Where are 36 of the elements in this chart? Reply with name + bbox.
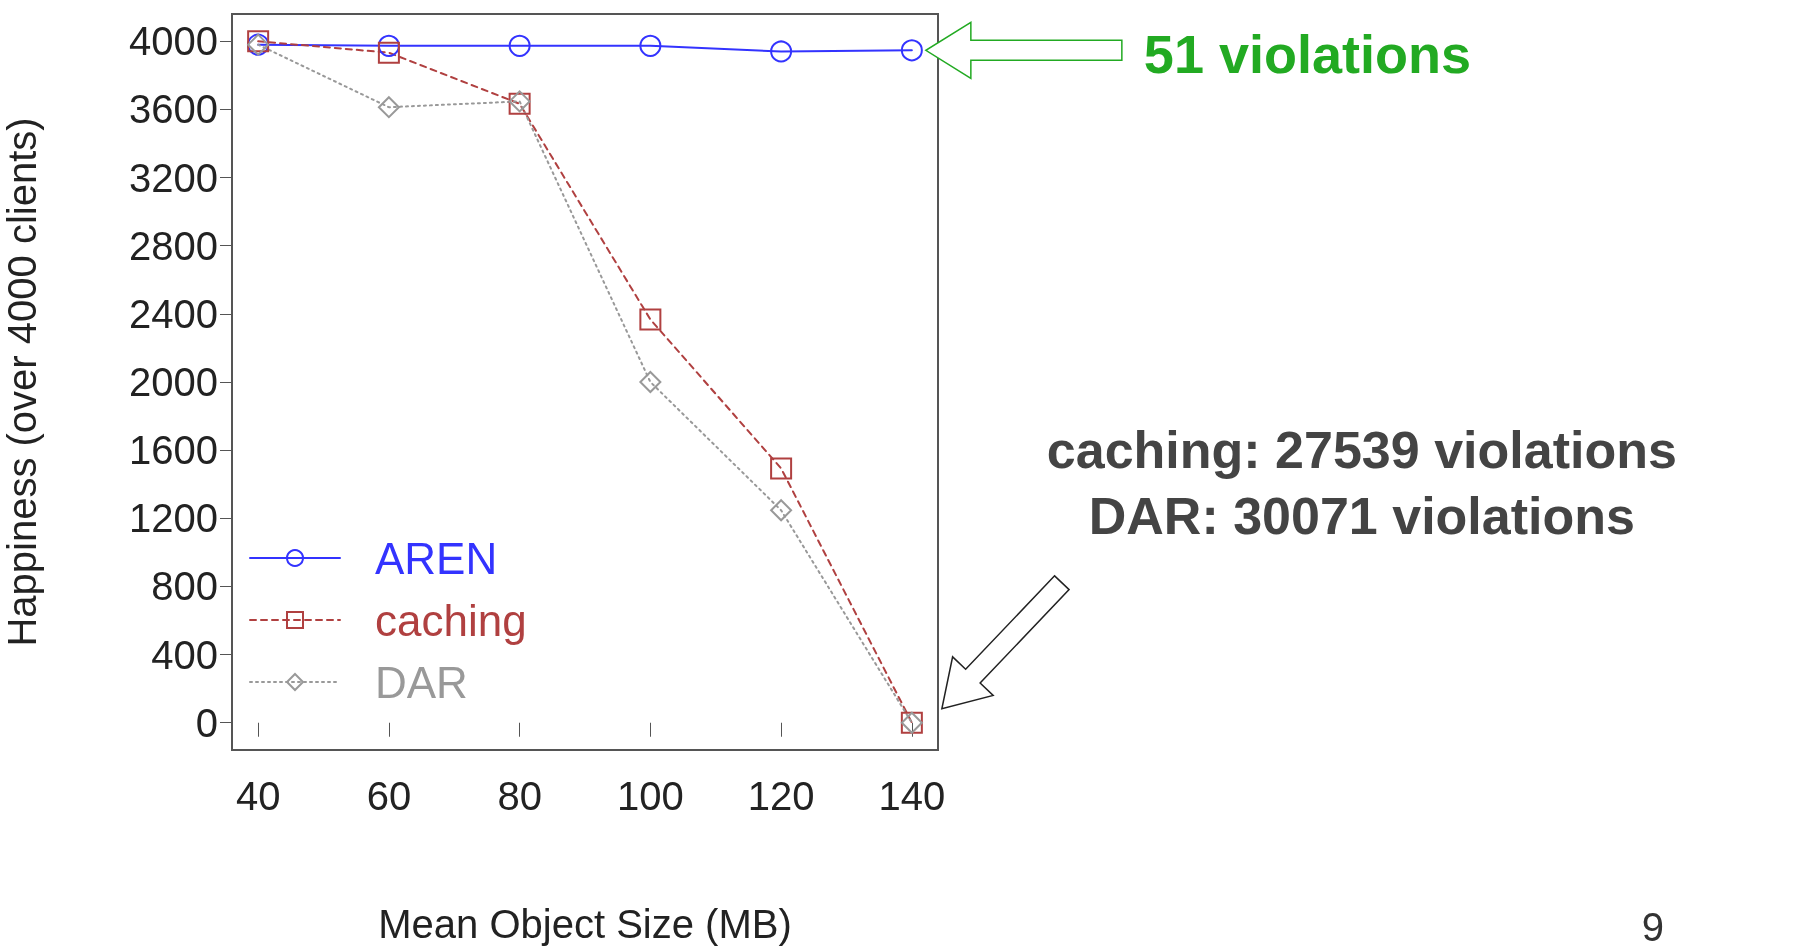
y-tick-label: 4000 — [129, 19, 218, 64]
point — [770, 499, 793, 522]
y-tick-label: 0 — [195, 700, 218, 745]
text: 9 — [1641, 905, 1664, 949]
legend-label: caching — [375, 595, 527, 645]
x-tick-label: 120 — [747, 774, 815, 818]
x-tick-label: 60 — [366, 774, 412, 818]
point — [900, 39, 923, 62]
y-tick-label: 2000 — [129, 360, 218, 404]
y-tick-label: 3600 — [129, 87, 218, 132]
x-tick-label: 40 — [235, 774, 281, 818]
legend-label: AREN — [375, 533, 498, 583]
legend-label: DAR — [375, 657, 468, 707]
y-tick-label: 1200 — [129, 496, 218, 541]
point — [770, 457, 793, 480]
point — [377, 96, 400, 119]
point — [508, 34, 531, 57]
text: 51 violations — [1143, 24, 1471, 85]
x-tick-label: 100 — [617, 774, 684, 818]
text: caching: 27539 violations DAR: 30071 violations — [1046, 420, 1677, 545]
point — [377, 41, 400, 64]
point — [639, 308, 662, 331]
x-axis-title: Mean Object Size (MB) — [378, 902, 792, 946]
y-tick-label: 800 — [151, 564, 218, 609]
x-tick-label: 80 — [497, 774, 542, 818]
point — [639, 371, 662, 393]
point — [639, 34, 662, 57]
y-axis-title: Happiness (over 4000 clients) — [0, 117, 44, 647]
y-tick-label: 1600 — [129, 428, 218, 473]
y-tick-label: 2800 — [129, 223, 218, 268]
y-tick-label: 2400 — [129, 291, 218, 336]
y-tick-label: 400 — [151, 632, 218, 677]
y-tick-label: 3200 — [129, 155, 218, 200]
point — [377, 34, 400, 57]
x-tick-label: 140 — [878, 774, 946, 818]
point — [770, 40, 793, 63]
